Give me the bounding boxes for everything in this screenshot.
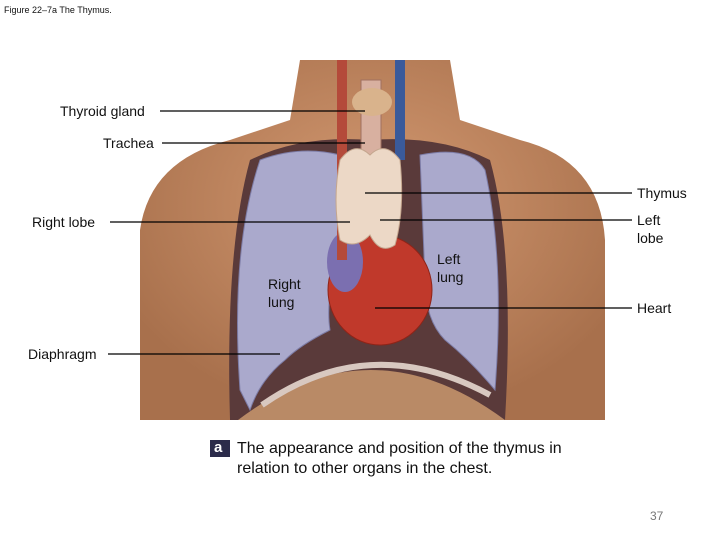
- label: Right lobe: [32, 214, 96, 230]
- caption-letter: a: [214, 439, 223, 456]
- label: Left lung: [437, 251, 464, 285]
- leader-lines: [108, 110, 632, 355]
- label: Thymus: [637, 185, 687, 201]
- label: Diaphragm: [28, 346, 97, 362]
- left-lung: [419, 151, 499, 392]
- label: Right lung: [268, 276, 301, 310]
- thyroid: [352, 88, 392, 116]
- caption-letter-box: [210, 440, 230, 457]
- caption-text: The appearance and position of the thymu…: [237, 440, 562, 477]
- diaphragm: [260, 361, 492, 408]
- vein: [395, 60, 405, 160]
- page-number: 37: [650, 509, 664, 523]
- label: Left lobe: [637, 212, 664, 246]
- label: Trachea: [103, 135, 154, 151]
- atrium: [327, 232, 363, 292]
- label: Heart: [637, 300, 672, 316]
- header-title: Figure 22–7a The Thymus.: [4, 5, 112, 15]
- thymus: [335, 148, 403, 249]
- label: Thyroid gland: [60, 103, 145, 119]
